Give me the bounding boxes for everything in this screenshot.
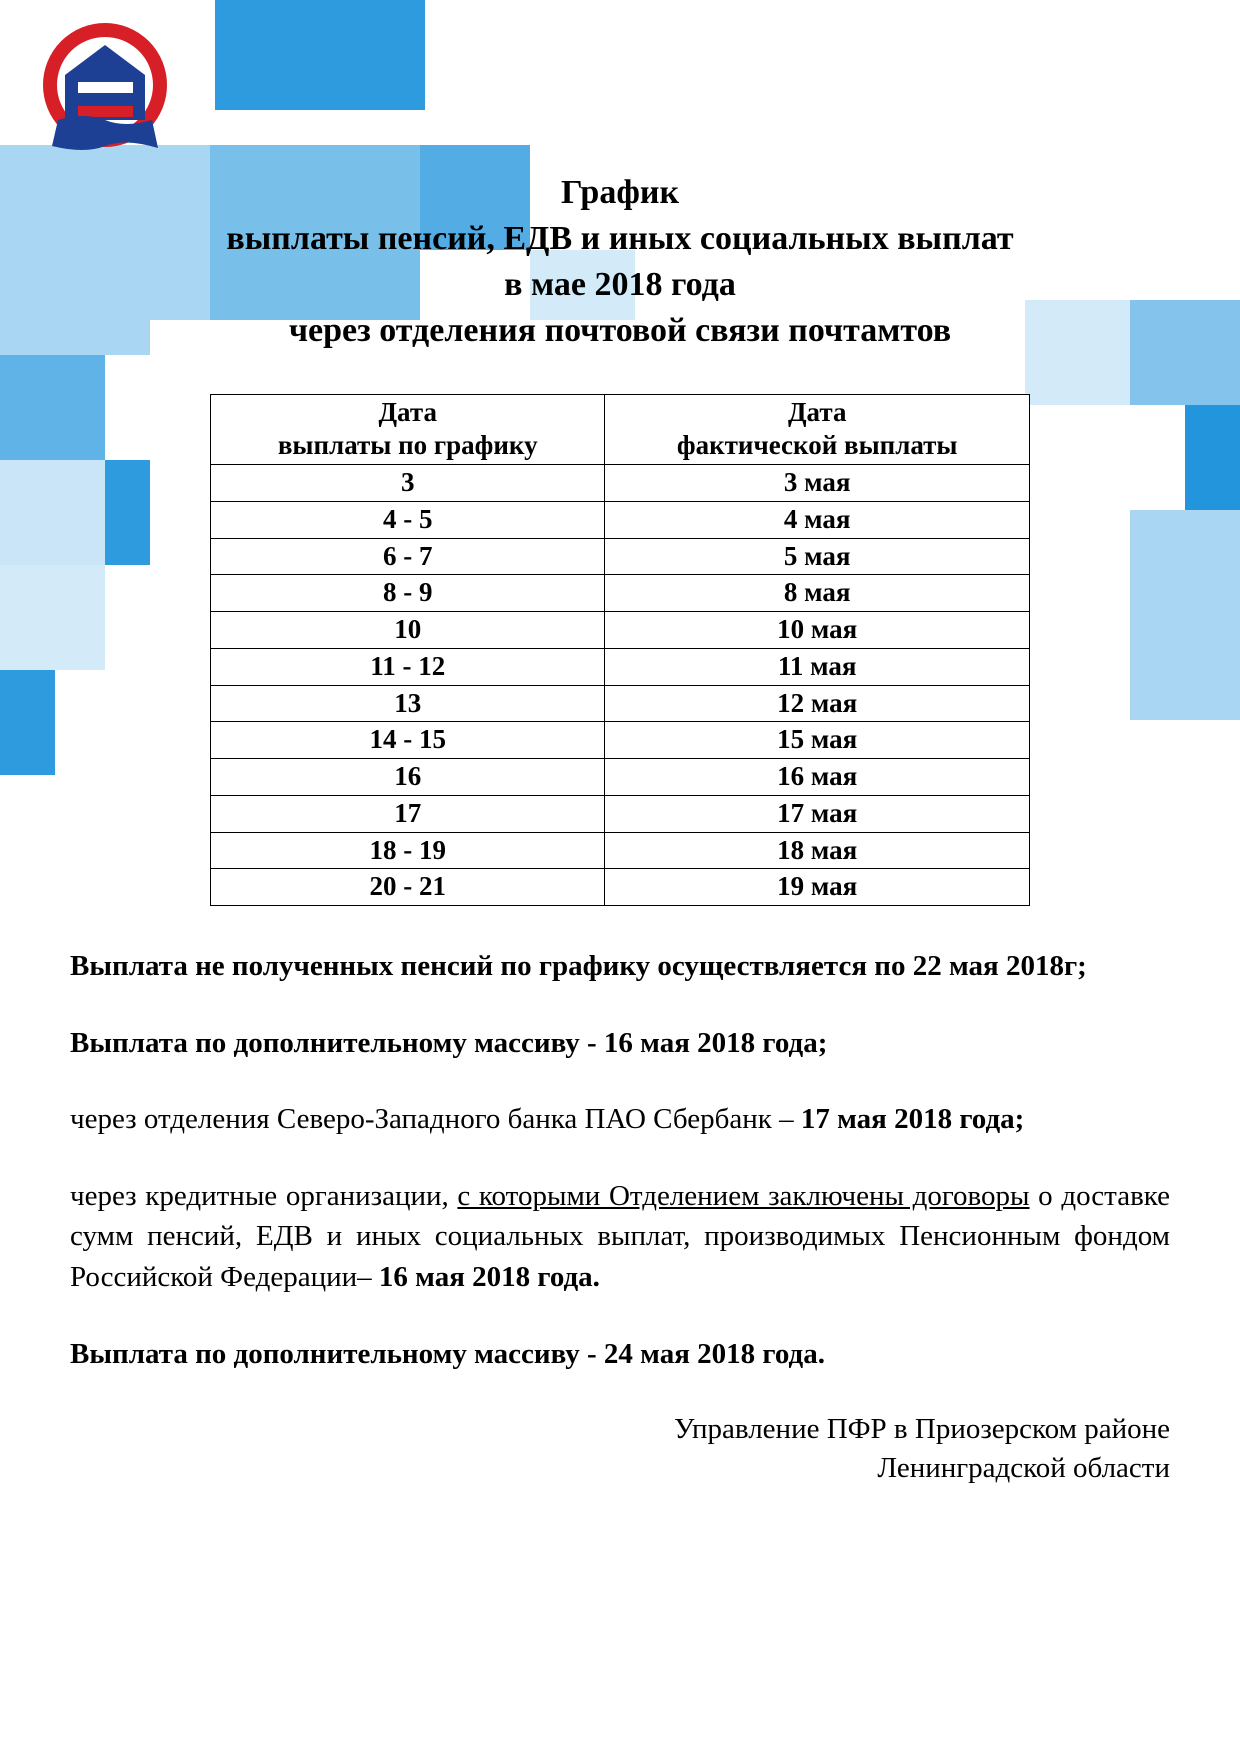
cell-scheduled: 10 [211,612,605,649]
cell-actual: 17 мая [605,795,1030,832]
table-row: 33 мая [211,465,1030,502]
cell-scheduled: 16 [211,759,605,796]
cell-scheduled: 13 [211,685,605,722]
cell-actual: 19 мая [605,869,1030,906]
cell-scheduled: 8 - 9 [211,575,605,612]
signature-line-2: Ленинградской области [877,1452,1170,1484]
note-credit-orgs: через кредитные организации, с которыми … [70,1176,1170,1298]
cell-scheduled: 3 [211,465,605,502]
cell-scheduled: 18 - 19 [211,832,605,869]
signature-line-1: Управление ПФР в Приозерском районе [674,1413,1170,1445]
cell-actual: 10 мая [605,612,1030,649]
table-row: 20 - 2119 мая [211,869,1030,906]
cell-scheduled: 14 - 15 [211,722,605,759]
cell-actual: 4 мая [605,501,1030,538]
pfr-logo [30,20,180,175]
cell-actual: 12 мая [605,685,1030,722]
cell-scheduled: 4 - 5 [211,501,605,538]
cell-actual: 15 мая [605,722,1030,759]
cell-scheduled: 6 - 7 [211,538,605,575]
title-line-2: выплаты пенсий, ЕДВ и иных социальных вы… [226,220,1013,257]
p3-date: 17 мая 2018 года; [801,1103,1024,1135]
table-row: 4 - 54 мая [211,501,1030,538]
col-header-actual: Дата фактической выплаты [605,394,1030,465]
col2-h-l1: Дата [788,397,846,427]
p4-a: через кредитные организации, [70,1180,457,1212]
table-row: 1616 мая [211,759,1030,796]
table-row: 1312 мая [211,685,1030,722]
col-header-scheduled: Дата выплаты по графику [211,394,605,465]
schedule-table: Дата выплаты по графику Дата фактической… [210,394,1030,907]
table-row: 1010 мая [211,612,1030,649]
table-row: 11 - 1211 мая [211,648,1030,685]
table-row: 18 - 1918 мая [211,832,1030,869]
col1-h-l2: выплаты по графику [278,430,538,460]
page-title: График выплаты пенсий, ЕДВ и иных социал… [70,170,1170,354]
title-line-1: График [561,174,679,211]
cell-scheduled: 20 - 21 [211,869,605,906]
p3-text: через отделения Северо-Западного банка П… [70,1103,801,1135]
cell-scheduled: 17 [211,795,605,832]
note-additional-1: Выплата по дополнительному массиву - 16 … [70,1023,1170,1064]
table-row: 1717 мая [211,795,1030,832]
note-unreceived: Выплата не полученных пенсий по графику … [70,946,1170,987]
col2-h-l2: фактической выплаты [677,430,958,460]
cell-actual: 8 мая [605,575,1030,612]
table-row: 14 - 1515 мая [211,722,1030,759]
cell-actual: 5 мая [605,538,1030,575]
title-line-3: в мае 2018 года [504,266,736,303]
signature-block: Управление ПФР в Приозерском районе Лени… [70,1410,1170,1488]
p4-d: 16 мая 2018 года. [379,1261,600,1293]
note-sberbank: через отделения Северо-Западного банка П… [70,1099,1170,1140]
note-additional-2: Выплата по дополнительному массиву - 24 … [70,1334,1170,1375]
p4-b: с которыми Отделением заключены договоры [457,1180,1029,1212]
col1-h-l1: Дата [378,397,436,427]
cell-actual: 16 мая [605,759,1030,796]
cell-scheduled: 11 - 12 [211,648,605,685]
cell-actual: 3 мая [605,465,1030,502]
cell-actual: 11 мая [605,648,1030,685]
title-line-4: через отделения почтовой связи почтамтов [289,312,951,349]
cell-actual: 18 мая [605,832,1030,869]
table-row: 8 - 98 мая [211,575,1030,612]
table-row: 6 - 75 мая [211,538,1030,575]
